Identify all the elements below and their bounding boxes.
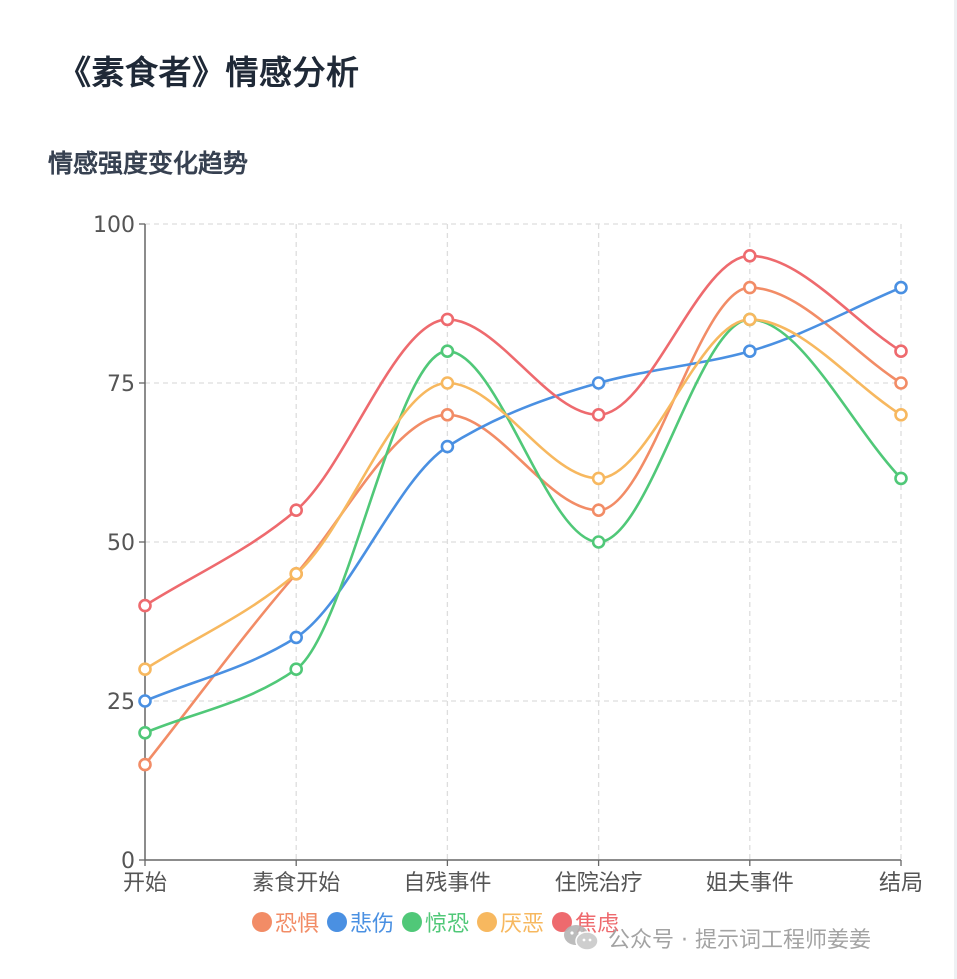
data-point [289,630,304,645]
legend-item[interactable]: 悲伤 [327,906,394,938]
series-line-3 [143,318,903,671]
x-tick-label: 住院治疗 [555,871,643,896]
x-tick-label: 素食开始 [252,871,340,896]
y-tick-label: 100 [93,213,135,238]
data-point [138,725,152,740]
legend-swatch [252,912,272,932]
data-point [440,312,455,327]
data-point [591,503,606,518]
page-title: 《素食者》情感分析 [58,53,360,92]
legend-label: 恐惧 [275,912,320,937]
data-point [742,312,757,327]
data-point [289,662,304,677]
data-point [591,376,606,390]
axes: 0 25 50 75 100 开始 素食开始 自残事件 住院治疗 姐夫事件 结局 [93,213,923,896]
data-point [440,439,455,454]
series-line-2 [143,318,903,735]
wechat-icon [562,923,600,953]
series-points [138,249,908,772]
y-tick-label: 25 [107,690,135,715]
legend-label: 悲伤 [350,912,395,937]
data-point [591,535,606,549]
data-point [440,407,455,422]
series-lines [143,254,903,766]
data-point [138,694,152,708]
legend-swatch [402,912,423,932]
legend: 恐惧 悲伤 惊恐 厌恶 焦虑 [252,906,619,938]
legend-swatch [552,912,573,932]
legend-label: 惊恐 [425,912,470,937]
watermark: 公众号 · 提示词工程师姜姜 [562,922,871,954]
legend-item[interactable]: 焦虑 [552,906,619,938]
legend-swatch [327,912,348,932]
data-point [894,280,908,295]
data-point [894,407,908,422]
data-point [289,503,304,518]
data-point [742,344,757,359]
data-point [591,407,606,422]
legend-item[interactable]: 恐惧 [252,906,319,938]
y-tick-label: 0 [121,849,135,874]
data-point [894,471,908,486]
watermark-text: 公众号 · 提示词工程师姜姜 [608,928,871,953]
data-point [440,376,455,390]
y-tick-label: 75 [107,372,135,397]
legend-label: 厌恶 [500,912,545,937]
data-point [894,344,908,359]
x-tick-label: 开始 [123,871,167,896]
data-point [894,376,908,390]
legend-item[interactable]: 惊恐 [402,906,469,938]
data-point [742,280,757,295]
data-point [138,598,152,613]
data-point [742,249,757,263]
x-tick-label: 自残事件 [403,871,491,896]
x-tick-label: 姐夫事件 [706,871,794,896]
data-point [440,344,455,359]
section-title: 情感强度变化趋势 [48,149,249,178]
series-line-0 [143,286,903,766]
data-point [138,662,152,677]
scrollbar-track[interactable] [954,0,957,979]
legend-swatch [477,912,498,932]
data-point [289,566,304,581]
x-tick-label: 结局 [879,871,923,896]
data-point [591,471,606,486]
legend-item[interactable]: 厌恶 [477,906,544,938]
data-point [138,757,152,772]
series-line-1 [143,286,903,703]
grid [145,223,902,860]
y-tick-label: 50 [107,531,135,556]
